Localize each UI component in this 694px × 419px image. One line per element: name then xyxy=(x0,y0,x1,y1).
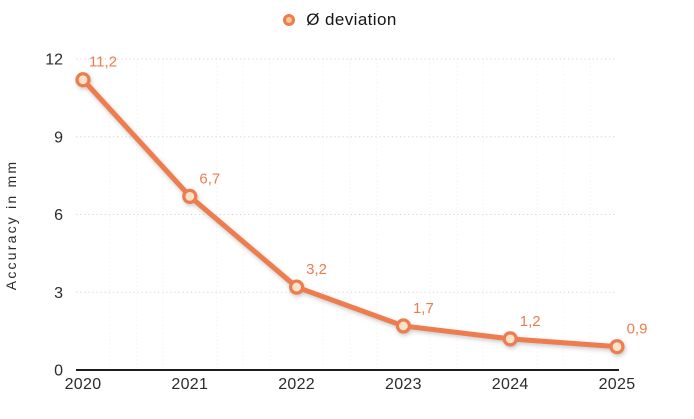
data-point-label: 1,7 xyxy=(413,300,434,317)
data-point-marker[interactable] xyxy=(289,279,305,295)
y-axis-tick-label: 3 xyxy=(54,285,63,302)
data-point-label: 6,7 xyxy=(199,170,220,187)
x-axis-tick-label: 2020 xyxy=(65,376,102,393)
legend-marker-icon xyxy=(283,14,296,26)
data-point-label: 3,2 xyxy=(306,261,327,278)
y-axis-title: Accuracy in mm xyxy=(3,160,19,290)
data-point-label: 0,9 xyxy=(627,321,648,338)
data-point-label: 11,2 xyxy=(89,54,117,71)
x-axis-tick-label: 2022 xyxy=(278,376,315,393)
legend[interactable]: Ø deviation xyxy=(0,10,687,30)
x-axis-tick-label: 2024 xyxy=(492,376,529,393)
data-point-label: 1,2 xyxy=(520,313,541,330)
x-axis-tick-label: 2021 xyxy=(171,376,208,393)
series-line xyxy=(80,77,620,350)
data-point-marker[interactable] xyxy=(395,318,411,334)
data-point-marker[interactable] xyxy=(75,72,91,88)
x-axis-tick-label: 2023 xyxy=(385,376,422,393)
y-axis-tick-label: 9 xyxy=(54,129,63,146)
series-group xyxy=(75,72,625,355)
x-axis-tick-label: 2025 xyxy=(599,376,636,393)
data-point-marker[interactable] xyxy=(182,188,198,204)
y-axis-tick-label: 12 xyxy=(45,52,63,69)
y-axis-tick-label: 0 xyxy=(54,363,63,380)
data-point-marker[interactable] xyxy=(502,331,518,347)
data-point-marker[interactable] xyxy=(609,339,625,355)
legend-label: Ø deviation xyxy=(306,10,397,29)
y-axis-tick-label: 6 xyxy=(54,207,63,224)
